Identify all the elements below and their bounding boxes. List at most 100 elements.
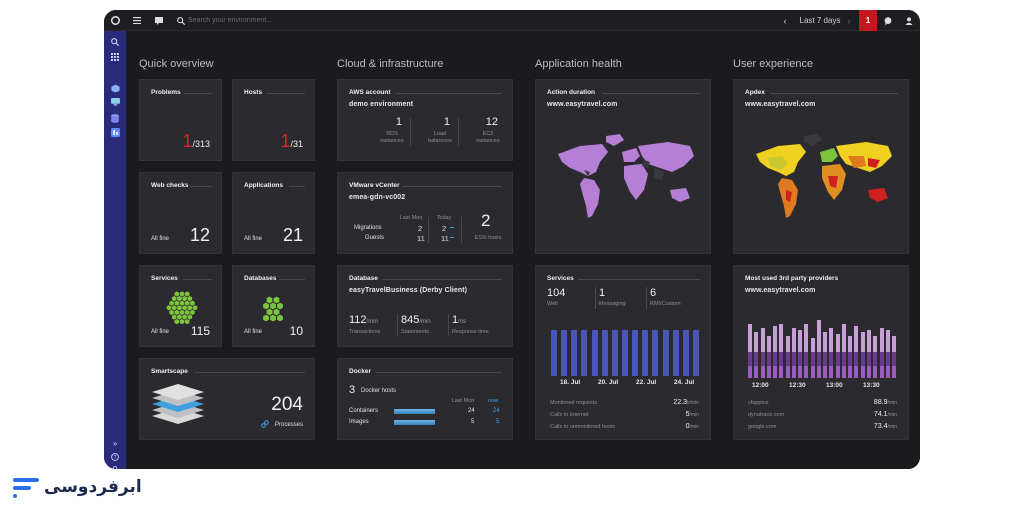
search-icon[interactable]	[174, 10, 188, 31]
problems-total: /313	[192, 139, 210, 149]
tile-database[interactable]: Database easyTravelBusiness (Derby Clien…	[337, 265, 513, 347]
tile-title: Most used 3rd party providers	[745, 275, 839, 282]
hex-cell	[182, 305, 187, 311]
dashboard-icon[interactable]	[109, 126, 121, 138]
third-party-bar-segment	[829, 366, 834, 378]
account-icon[interactable]	[109, 464, 121, 469]
tile-hosts[interactable]: Hosts 1/31	[232, 79, 315, 161]
search-icon[interactable]	[109, 36, 121, 48]
third-party-bar-segment	[848, 336, 853, 352]
database-icon[interactable]	[109, 112, 121, 124]
menu-icon[interactable]	[130, 10, 144, 31]
search-input[interactable]	[188, 14, 388, 27]
left-nav: » ?	[104, 31, 126, 469]
tile-apdex[interactable]: Apdex www.easytravel.com	[733, 79, 909, 254]
services-x-label: 24. Jul	[674, 379, 695, 386]
tile-services-health[interactable]: Services 104 Web 1 Messaging 6 RMI/Custo…	[535, 265, 711, 440]
hex-cell	[177, 314, 182, 320]
third-party-row-label: cfappius	[748, 400, 769, 406]
timeframe-selector[interactable]: Last 7 days	[799, 16, 841, 25]
third-party-bar-segment	[848, 366, 853, 378]
third-party-bar-segment	[823, 352, 828, 366]
images-label: Images	[349, 419, 369, 425]
tile-title: Hosts	[244, 89, 263, 96]
third-party-bar-segment	[848, 352, 853, 366]
smartscape-layers-icon	[152, 384, 204, 424]
chevron-left-icon[interactable]: ‹	[783, 15, 787, 26]
tile-aws-account[interactable]: AWS account demo environment 1 RDS instanc…	[337, 79, 513, 161]
problems-count: 1	[182, 131, 193, 151]
hex-cell	[266, 296, 273, 304]
tile-docker[interactable]: Docker 3 Docker hosts Last Mon now Conta…	[337, 358, 513, 440]
user-icon[interactable]	[902, 10, 916, 31]
third-party-bar-segment	[873, 352, 878, 366]
third-party-bar-segment	[885, 352, 890, 366]
hex-cell	[166, 305, 172, 311]
statements-unit: /min	[419, 319, 431, 325]
hex-cell	[171, 305, 177, 311]
chat-icon[interactable]	[152, 10, 166, 31]
problems-badge[interactable]: 1	[859, 10, 877, 31]
hex-cell	[184, 319, 190, 325]
col-today: Today	[436, 215, 452, 221]
images-last-mon: 5	[471, 419, 475, 425]
third-party-bar-segment	[892, 352, 896, 366]
images-now: 5	[496, 419, 500, 425]
top-bar: ‹ Last 7 days › 1	[104, 10, 920, 31]
dynatrace-logo-icon[interactable]	[107, 10, 123, 31]
aws-item-label: balancers	[428, 138, 452, 144]
services-x-label: 18. Jul	[560, 379, 581, 386]
third-party-bar-segment	[810, 338, 815, 352]
column-title-cloud: Cloud & infrastructure	[337, 58, 444, 70]
hex-cell	[177, 296, 182, 302]
tile-action-duration[interactable]: Action duration www.easytravel.com	[535, 79, 711, 254]
aws-item-label: instances	[476, 138, 500, 144]
migrations-last-mon: 2	[418, 224, 423, 233]
world-map-apdex	[756, 134, 892, 218]
aws-item-label: Load	[433, 131, 447, 137]
hex-cell	[263, 302, 269, 310]
apps-grid-icon[interactable]	[109, 51, 121, 63]
containers-label: Containers	[349, 408, 379, 414]
monitor-icon[interactable]	[109, 96, 121, 108]
cube-icon[interactable]	[109, 82, 121, 94]
column-title-user-experience: User experience	[733, 58, 814, 70]
tile-problems[interactable]: Problems 1/313	[139, 79, 222, 161]
notifications-icon[interactable]	[881, 10, 895, 31]
third-party-bar-segment	[748, 324, 752, 352]
help-icon[interactable]: ?	[109, 451, 121, 463]
rmi-label: RMI/Custom	[650, 301, 681, 307]
tile-services[interactable]: Services All fine 115	[139, 265, 222, 347]
transactions-label: Transactions	[349, 329, 381, 335]
services-row-unit: k/min	[687, 400, 699, 406]
tile-web-checks[interactable]: Web checks All fine 12	[139, 172, 222, 254]
tile-third-party[interactable]: Most used 3rd party providers www.easytr…	[733, 265, 909, 440]
third-party-bar-segment	[867, 352, 871, 366]
tile-smartscape[interactable]: Smartscape 204 Processes	[139, 358, 315, 440]
tile-title: Services	[547, 275, 574, 282]
tile-vmware[interactable]: VMware vCenter emea-gdn-vc002 Last Mon T…	[337, 172, 513, 254]
status-text: All fine	[151, 329, 170, 335]
third-party-bar-segment	[816, 366, 821, 378]
third-party-bar-segment	[879, 328, 884, 352]
services-bar	[571, 330, 578, 376]
hex-cell	[192, 305, 198, 311]
expand-icon[interactable]: »	[112, 438, 118, 448]
tile-applications[interactable]: Applications All fine 21	[232, 172, 315, 254]
third-party-bar-segment	[835, 352, 840, 366]
third-party-row-unit: /min	[887, 400, 897, 406]
services-bar	[682, 330, 689, 376]
third-party-bar-segment	[823, 332, 828, 352]
docker-hosts-count: 3	[349, 384, 356, 396]
chevron-right-icon[interactable]: ›	[847, 15, 851, 26]
tile-databases[interactable]: Databases All fine 10	[232, 265, 315, 347]
processes-label: Processes	[274, 422, 303, 428]
services-row-label: Calls to unmonitored hosts	[550, 424, 616, 430]
services-bar	[693, 330, 699, 376]
services-row-label: Calls to Internet	[550, 412, 589, 418]
hex-cell	[263, 314, 269, 322]
hex-cell	[266, 308, 273, 316]
services-row-value: 0/min	[686, 423, 699, 430]
column-title-quick-overview: Quick overview	[139, 58, 214, 70]
third-party-bar-segment	[798, 330, 803, 352]
